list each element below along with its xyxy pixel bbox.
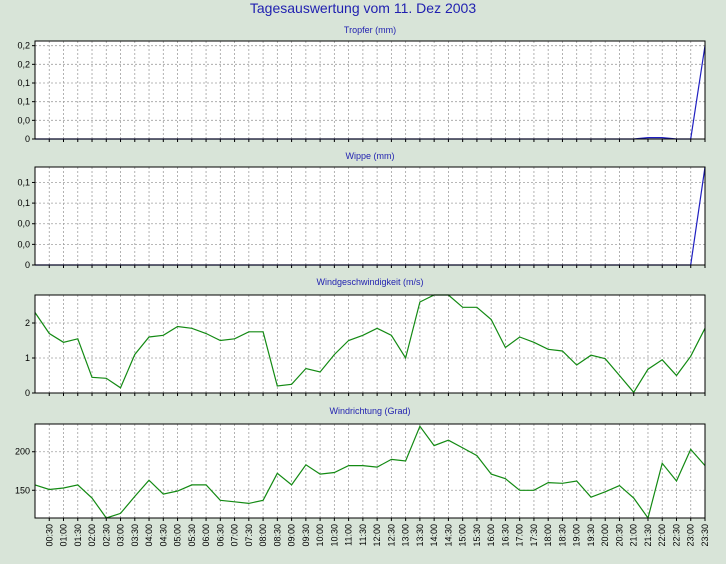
y-tick-label: 0,2 — [17, 59, 30, 69]
y-tick-label: 2 — [25, 318, 30, 328]
x-tick-label: 18:00 — [543, 524, 553, 547]
x-tick-label: 06:30 — [215, 524, 225, 547]
x-tick-label: 21:00 — [629, 524, 639, 547]
x-tick-label: 23:00 — [686, 524, 696, 547]
x-tick-label: 16:30 — [500, 524, 510, 547]
y-tick-label: 1 — [25, 353, 30, 363]
y-tick-label: 0 — [25, 260, 30, 270]
x-tick-label: 04:00 — [144, 524, 154, 547]
y-tick-label: 0,1 — [17, 177, 30, 187]
y-tick-label: 150 — [15, 485, 30, 495]
x-tick-label: 19:00 — [572, 524, 582, 547]
x-tick-label: 22:00 — [657, 524, 667, 547]
x-tick-label: 16:00 — [486, 524, 496, 547]
y-tick-label: 0,1 — [17, 97, 30, 107]
plot-area — [35, 295, 705, 393]
x-tick-label: 03:00 — [116, 524, 126, 547]
x-tick-label: 05:30 — [187, 524, 197, 547]
x-tick-label: 01:00 — [59, 524, 69, 547]
chart-panel-1: Tropfer (mm) 0 0,0 0,1 0,1 0,2 0,2 — [17, 25, 706, 144]
chart-panel-3: Windgeschwindigkeit (m/s) 0 1 2 — [25, 277, 706, 398]
y-tick-label: 0,0 — [17, 115, 30, 125]
x-tick-label: 04:30 — [158, 524, 168, 547]
x-tick-label: 00:30 — [44, 524, 54, 547]
x-tick-label: 21:30 — [643, 524, 653, 547]
x-axis-labels: 00:30 01:00 01:30 02:00 02:30 03:00 03:30 04:00… — [44, 524, 710, 547]
plot-area — [35, 424, 705, 518]
chart-title: Windrichtung (Grad) — [329, 406, 410, 416]
chart-title: Windgeschwindigkeit (m/s) — [316, 277, 423, 287]
x-tick-label: 17:30 — [529, 524, 539, 547]
x-tick-label: 14:00 — [429, 524, 439, 547]
x-tick-label: 06:00 — [201, 524, 211, 547]
x-tick-label: 13:00 — [401, 524, 411, 547]
x-tick-label: 23:30 — [700, 524, 710, 547]
plot-area — [35, 167, 705, 265]
y-tick-label: 0 — [25, 388, 30, 398]
plot-border — [34, 40, 706, 140]
y-tick-label: 0,0 — [17, 239, 30, 249]
x-tick-label: 02:00 — [87, 524, 97, 547]
x-tick-label: 10:00 — [315, 524, 325, 547]
y-tick-label: 0 — [25, 134, 30, 144]
y-tick-label: 0,1 — [17, 198, 30, 208]
x-tick-label: 12:30 — [386, 524, 396, 547]
plot-border — [34, 166, 706, 266]
x-tick-label: 14:30 — [443, 524, 453, 547]
chart-panel-2: Wippe (mm) 0 0,0 0,0 0,1 0,1 — [17, 151, 706, 270]
y-tick-label: 0,2 — [17, 41, 30, 51]
x-tick-label: 03:30 — [130, 524, 140, 547]
x-tick-label: 07:30 — [244, 524, 254, 547]
x-tick-label: 19:30 — [586, 524, 596, 547]
x-tick-label: 12:00 — [372, 524, 382, 547]
x-tick-label: 22:30 — [671, 524, 681, 547]
x-tick-label: 01:30 — [73, 524, 83, 547]
x-tick-label: 20:30 — [614, 524, 624, 547]
x-tick-label: 07:00 — [230, 524, 240, 547]
x-tick-label: 17:00 — [515, 524, 525, 547]
chart-title: Tropfer (mm) — [344, 25, 396, 35]
y-tick-label: 200 — [15, 447, 30, 457]
chart-title: Wippe (mm) — [346, 151, 395, 161]
x-tick-label: 20:00 — [600, 524, 610, 547]
x-tick-label: 02:30 — [101, 524, 111, 547]
y-tick-label: 0,0 — [17, 219, 30, 229]
plot-area — [35, 41, 705, 139]
x-tick-label: 05:00 — [173, 524, 183, 547]
x-tick-label: 13:30 — [415, 524, 425, 547]
x-tick-label: 11:00 — [344, 524, 354, 546]
series-line — [34, 294, 706, 394]
x-tick-label: 09:30 — [301, 524, 311, 547]
series-line — [34, 425, 706, 520]
x-tick-label: 08:00 — [258, 524, 268, 547]
x-tick-label: 15:00 — [458, 524, 468, 547]
plot-border — [34, 423, 706, 519]
x-tick-label: 09:00 — [287, 524, 297, 547]
x-tick-label: 15:30 — [472, 524, 482, 547]
page-title: Tagesauswertung vom 11. Dez 2003 — [249, 0, 477, 16]
x-tick-label: 18:30 — [557, 524, 567, 547]
x-tick-label: 08:30 — [272, 524, 282, 547]
chart-panel-4: Windrichtung (Grad) 150 200 — [15, 406, 706, 521]
x-tick-label: 11:30 — [358, 524, 368, 546]
y-tick-label: 0,1 — [17, 78, 30, 88]
plot-border — [34, 294, 706, 394]
x-tick-label: 10:30 — [329, 524, 339, 547]
